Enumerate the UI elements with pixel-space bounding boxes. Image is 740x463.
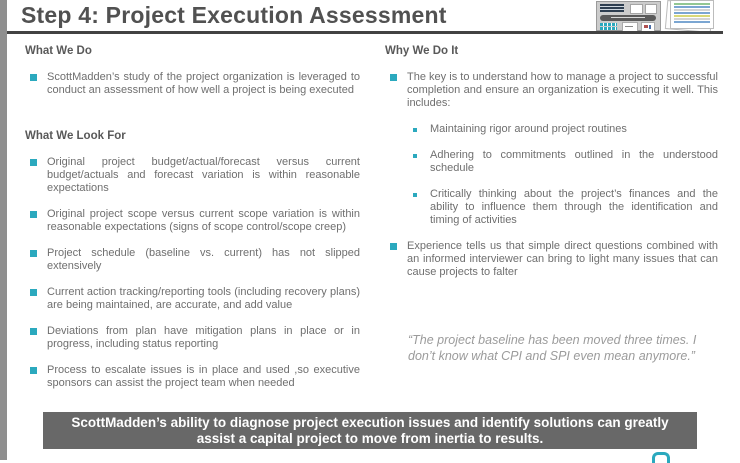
customer-quote: “The project baseline has been moved thr… <box>408 333 697 363</box>
thumbnail-table-dark <box>600 4 624 12</box>
sub-list-item-text: Adhering to commitments outlined in the … <box>430 149 718 174</box>
thumbnail-box <box>630 4 643 14</box>
page-title: Step 4: Project Execution Assessment <box>21 2 447 28</box>
list-item-text: Original project scope versus current sc… <box>47 208 360 233</box>
bullet-square-icon <box>30 211 37 218</box>
list-item: The key is to understand how to manage a… <box>385 71 718 110</box>
page-edge-strip <box>0 0 7 460</box>
document-thumbnail-icon <box>670 0 714 29</box>
bullet-square-icon <box>30 74 37 81</box>
sub-list-item: Maintaining rigor around project routine… <box>413 123 718 136</box>
thumbnail-teal-table <box>600 27 617 30</box>
sub-bullet-icon <box>413 128 417 132</box>
left-column: What We Do ScottMadden’s study of the pr… <box>25 45 360 403</box>
sub-list-item-text: Maintaining rigor around project routine… <box>430 123 627 135</box>
bullet-square-icon <box>30 289 37 296</box>
sub-bullet-icon <box>413 154 417 158</box>
bullet-square-icon <box>30 250 37 257</box>
bullet-square-icon <box>30 328 37 335</box>
bullet-square-icon <box>390 74 397 81</box>
header-divider <box>7 31 723 34</box>
takeaway-banner: ScottMadden’s ability to diagnose projec… <box>43 412 697 449</box>
list-item-text: ScottMadden’s study of the project organ… <box>47 71 360 96</box>
right-column: Why We Do It The key is to understand ho… <box>385 45 718 292</box>
list-item: Original project budget/actual/forecast … <box>25 156 360 195</box>
section-heading-what-we-do: What We Do <box>25 45 92 57</box>
list-item: Experience tells us that simple direct q… <box>385 240 718 279</box>
thumbnail-banner-text <box>611 17 645 18</box>
bullet-square-icon <box>30 159 37 166</box>
list-item: Current action tracking/reporting tools … <box>25 286 360 312</box>
list-item-text: The key is to understand how to manage a… <box>407 71 718 109</box>
takeaway-banner-text: ScottMadden’s ability to diagnose projec… <box>71 414 669 446</box>
sub-list-item-text: Critically thinking about the project’s … <box>430 188 718 226</box>
thumbnail-teal-table <box>600 23 617 26</box>
thumbnail-box <box>645 4 657 14</box>
list-item-text: Deviations from plan have mitigation pla… <box>47 325 360 350</box>
list-item-text: Original project budget/actual/forecast … <box>47 156 360 194</box>
list-item: Deviations from plan have mitigation pla… <box>25 325 360 351</box>
thumbnail-banner <box>600 15 656 21</box>
scottmadden-logo-icon <box>652 452 670 463</box>
bullet-square-icon <box>390 243 397 250</box>
list-item: Project schedule (baseline vs. current) … <box>25 247 360 273</box>
list-item: Process to escalate issues is in place a… <box>25 364 360 390</box>
bullet-square-icon <box>30 367 37 374</box>
section-heading-why-we-do-it: Why We Do It <box>385 45 459 57</box>
process-slide-thumbnail-icon <box>596 1 661 32</box>
list-item-text: Experience tells us that simple direct q… <box>407 240 718 278</box>
section-heading-what-we-look-for: What We Look For <box>25 130 126 142</box>
sub-bullet-icon <box>413 193 417 197</box>
sub-bullet-list: Maintaining rigor around project routine… <box>413 123 718 227</box>
sub-list-item: Critically thinking about the project’s … <box>413 188 718 227</box>
sub-list-item: Adhering to commitments outlined in the … <box>413 149 718 175</box>
list-item: ScottMadden’s study of the project organ… <box>25 71 360 97</box>
list-item-text: Current action tracking/reporting tools … <box>47 286 360 311</box>
list-item: Original project scope versus current sc… <box>25 208 360 234</box>
list-item-text: Process to escalate issues is in place a… <box>47 364 360 389</box>
list-item-text: Project schedule (baseline vs. current) … <box>47 247 360 272</box>
